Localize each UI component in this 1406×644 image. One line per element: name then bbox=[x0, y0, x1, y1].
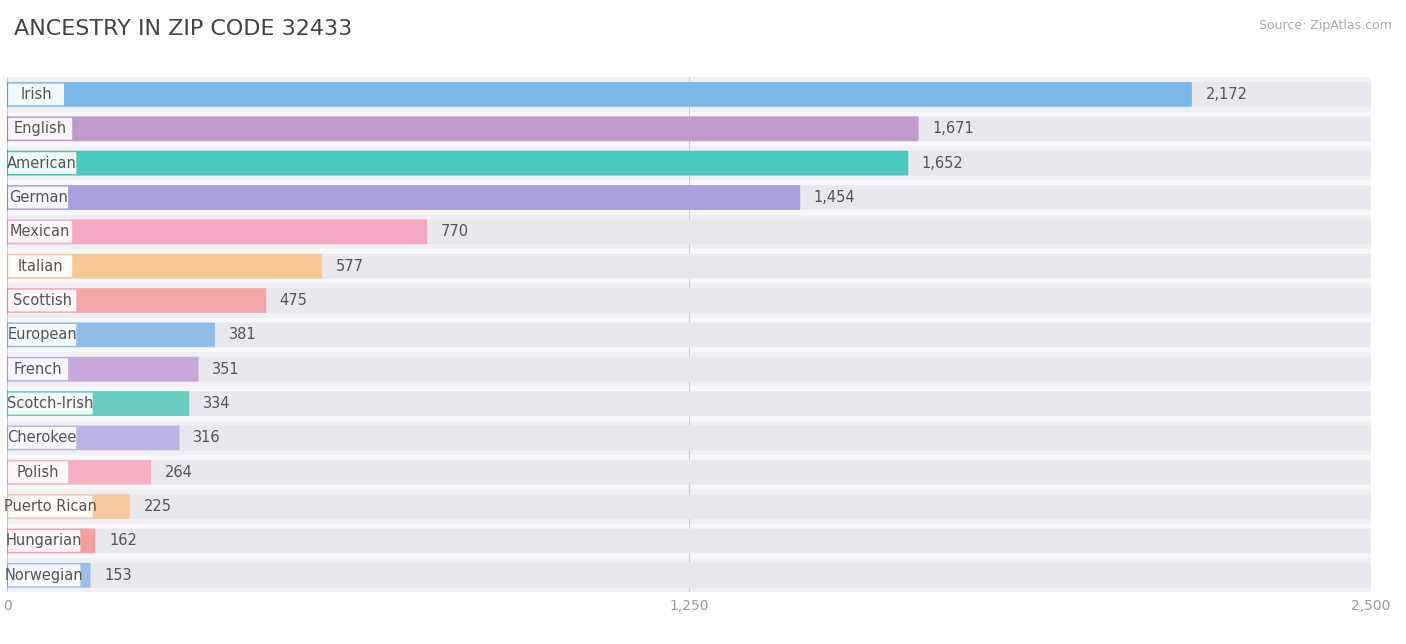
Text: 153: 153 bbox=[104, 568, 132, 583]
FancyBboxPatch shape bbox=[7, 357, 198, 382]
FancyBboxPatch shape bbox=[7, 254, 322, 279]
FancyBboxPatch shape bbox=[7, 82, 1192, 107]
FancyBboxPatch shape bbox=[7, 426, 1371, 450]
Text: 770: 770 bbox=[440, 224, 468, 240]
Text: Scotch-Irish: Scotch-Irish bbox=[7, 396, 94, 411]
Text: German: German bbox=[8, 190, 67, 205]
FancyBboxPatch shape bbox=[8, 496, 93, 518]
Text: 334: 334 bbox=[202, 396, 231, 411]
FancyBboxPatch shape bbox=[8, 461, 67, 483]
Bar bbox=[7, 524, 1371, 558]
Text: 1,652: 1,652 bbox=[922, 156, 963, 171]
Bar bbox=[7, 489, 1371, 524]
FancyBboxPatch shape bbox=[7, 529, 96, 553]
Text: 264: 264 bbox=[165, 465, 193, 480]
FancyBboxPatch shape bbox=[7, 494, 129, 519]
FancyBboxPatch shape bbox=[7, 563, 1371, 588]
Text: 2,172: 2,172 bbox=[1205, 87, 1247, 102]
Text: 475: 475 bbox=[280, 293, 308, 308]
Bar bbox=[7, 180, 1371, 214]
FancyBboxPatch shape bbox=[7, 494, 1371, 519]
Text: 577: 577 bbox=[336, 259, 363, 274]
FancyBboxPatch shape bbox=[8, 187, 67, 209]
FancyBboxPatch shape bbox=[7, 323, 1371, 347]
Text: Scottish: Scottish bbox=[13, 293, 72, 308]
FancyBboxPatch shape bbox=[8, 393, 93, 415]
FancyBboxPatch shape bbox=[8, 324, 76, 346]
FancyBboxPatch shape bbox=[7, 288, 1371, 313]
FancyBboxPatch shape bbox=[7, 117, 1371, 141]
FancyBboxPatch shape bbox=[7, 185, 800, 210]
Text: 316: 316 bbox=[193, 430, 221, 446]
FancyBboxPatch shape bbox=[7, 460, 150, 485]
Text: ANCESTRY IN ZIP CODE 32433: ANCESTRY IN ZIP CODE 32433 bbox=[14, 19, 353, 39]
Bar bbox=[7, 386, 1371, 421]
Text: 162: 162 bbox=[110, 533, 136, 549]
Text: Puerto Rican: Puerto Rican bbox=[4, 499, 97, 514]
Bar bbox=[7, 111, 1371, 146]
Text: 351: 351 bbox=[212, 362, 240, 377]
FancyBboxPatch shape bbox=[8, 84, 65, 106]
Text: European: European bbox=[7, 327, 77, 343]
FancyBboxPatch shape bbox=[8, 255, 72, 277]
FancyBboxPatch shape bbox=[7, 529, 1371, 553]
Text: Mexican: Mexican bbox=[10, 224, 70, 240]
FancyBboxPatch shape bbox=[8, 221, 72, 243]
Text: English: English bbox=[14, 121, 66, 137]
Bar bbox=[7, 455, 1371, 489]
FancyBboxPatch shape bbox=[8, 152, 76, 174]
FancyBboxPatch shape bbox=[8, 118, 72, 140]
Text: Source: ZipAtlas.com: Source: ZipAtlas.com bbox=[1258, 19, 1392, 32]
Text: American: American bbox=[7, 156, 77, 171]
FancyBboxPatch shape bbox=[7, 357, 1371, 382]
Text: Hungarian: Hungarian bbox=[6, 533, 83, 549]
Bar bbox=[7, 146, 1371, 180]
Bar bbox=[7, 283, 1371, 317]
Text: Norwegian: Norwegian bbox=[6, 568, 83, 583]
FancyBboxPatch shape bbox=[7, 323, 215, 347]
Text: Cherokee: Cherokee bbox=[7, 430, 77, 446]
FancyBboxPatch shape bbox=[7, 288, 266, 313]
Text: 381: 381 bbox=[229, 327, 256, 343]
FancyBboxPatch shape bbox=[7, 460, 1371, 485]
Text: 1,454: 1,454 bbox=[814, 190, 855, 205]
Bar bbox=[7, 77, 1371, 111]
Bar bbox=[7, 352, 1371, 386]
FancyBboxPatch shape bbox=[7, 82, 1371, 107]
Text: 1,671: 1,671 bbox=[932, 121, 974, 137]
FancyBboxPatch shape bbox=[8, 290, 76, 312]
FancyBboxPatch shape bbox=[8, 564, 80, 586]
FancyBboxPatch shape bbox=[7, 185, 1371, 210]
Text: Polish: Polish bbox=[17, 465, 59, 480]
FancyBboxPatch shape bbox=[7, 151, 1371, 176]
Bar bbox=[7, 249, 1371, 283]
Bar bbox=[7, 558, 1371, 592]
FancyBboxPatch shape bbox=[8, 530, 80, 552]
FancyBboxPatch shape bbox=[7, 391, 1371, 416]
FancyBboxPatch shape bbox=[7, 391, 190, 416]
Bar bbox=[7, 214, 1371, 249]
FancyBboxPatch shape bbox=[7, 117, 918, 141]
FancyBboxPatch shape bbox=[7, 220, 1371, 244]
FancyBboxPatch shape bbox=[8, 427, 76, 449]
FancyBboxPatch shape bbox=[7, 426, 180, 450]
Text: French: French bbox=[14, 362, 62, 377]
FancyBboxPatch shape bbox=[8, 358, 67, 380]
FancyBboxPatch shape bbox=[7, 254, 1371, 279]
FancyBboxPatch shape bbox=[7, 220, 427, 244]
FancyBboxPatch shape bbox=[7, 151, 908, 176]
Text: 225: 225 bbox=[143, 499, 172, 514]
FancyBboxPatch shape bbox=[7, 563, 90, 588]
Bar bbox=[7, 421, 1371, 455]
Text: Italian: Italian bbox=[17, 259, 63, 274]
Text: Irish: Irish bbox=[20, 87, 52, 102]
Bar bbox=[7, 317, 1371, 352]
